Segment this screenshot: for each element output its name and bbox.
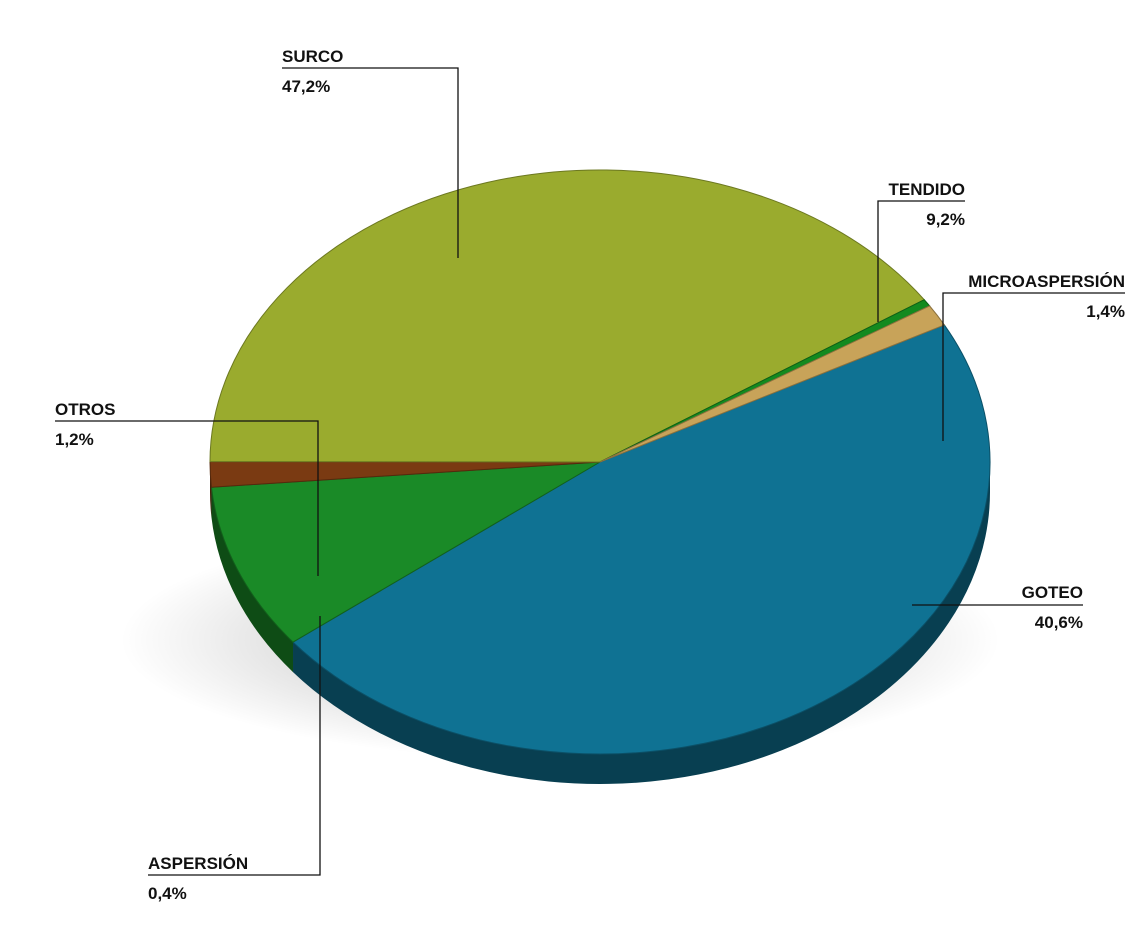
label-surco-name: SURCO — [282, 47, 343, 66]
leader-line-surco — [282, 67, 459, 258]
label-otros-name: OTROS — [55, 400, 115, 419]
label-goteo-name: GOTEO — [1022, 583, 1083, 602]
label-microaspersion-name: MICROASPERSIÓN — [968, 272, 1125, 291]
slice-tendido — [210, 461, 601, 643]
slice-side-tendido — [211, 487, 294, 673]
label-otros-value: 1,2% — [55, 430, 94, 449]
label-tendido-name: TENDIDO — [889, 180, 966, 199]
label-surco-value: 47,2% — [282, 77, 330, 96]
leader-line-microaspersion — [942, 292, 1125, 441]
label-tendido-value: 9,2% — [926, 210, 965, 229]
slice-labels: SURCO 47,2% TENDIDO 9,2% MICROASPERSIÓN … — [55, 47, 1125, 903]
label-aspersion-value: 0,4% — [148, 884, 187, 903]
label-microaspersion-value: 1,4% — [1086, 302, 1125, 321]
slice-otros — [599, 305, 946, 463]
slice-surco — [292, 324, 991, 755]
leader-lines — [55, 67, 1125, 876]
label-goteo-value: 40,6% — [1035, 613, 1083, 632]
label-aspersion-name: ASPERSIÓN — [148, 854, 248, 873]
leader-line-aspersion — [148, 616, 321, 876]
pie-slices — [209, 169, 991, 755]
leader-line-tendido — [877, 200, 965, 322]
leader-line-otros — [55, 420, 319, 576]
